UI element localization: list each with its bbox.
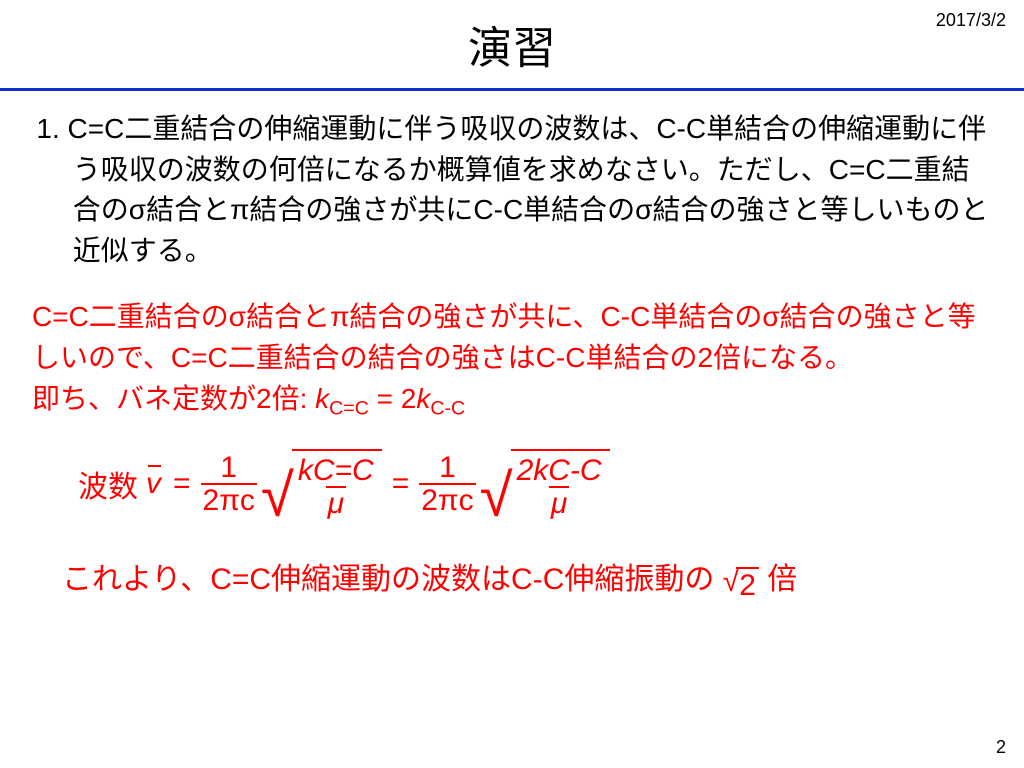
wavenumber-formula: 波数 v = 1 2πc √ kC=C μ = 1 2πc √ 2k — [28, 449, 996, 520]
page-number: 2 — [996, 737, 1006, 758]
equals-2: = — [392, 467, 410, 501]
sqrt1-k: k — [298, 454, 313, 487]
sqrt2-frac: 2kC-C μ — [517, 455, 602, 520]
radicand-1: kC=C μ — [292, 449, 382, 520]
sqrt-1: √ kC=C μ — [261, 449, 382, 520]
sqrt2-symbol: √2 — [723, 567, 759, 603]
fraction-2: 1 2πc — [419, 452, 475, 517]
wavenumber-label: 波数 — [78, 462, 138, 506]
sqrt1-sub: C=C — [313, 454, 374, 487]
k-sc-sub: C-C — [430, 397, 465, 419]
radical-2: √ — [480, 472, 513, 520]
content-area: 1. C=C二重結合の伸縮運動に伴う吸収の波数は、C-C単結合の伸縮運動に伴う吸… — [0, 91, 1024, 603]
sqrt1-frac: kC=C μ — [298, 455, 374, 520]
sqrt1-num: kC=C — [298, 455, 374, 487]
page-title: 演習 — [0, 0, 1024, 76]
sqrt1-den: μ — [326, 486, 346, 520]
k-dc-sub: C=C — [329, 397, 369, 419]
nu-bar-symbol: v — [146, 467, 161, 501]
answer-para2: 即ち、バネ定数が2倍: kC=C = 2kC-C — [32, 383, 465, 414]
sqrt2-sub: C-C — [548, 454, 601, 487]
conclusion-suffix: 倍 — [759, 563, 797, 596]
frac2-num: 1 — [439, 452, 456, 484]
sqrt-2: √ 2kC-C μ — [480, 449, 610, 520]
root-value: 2 — [736, 567, 759, 603]
radical-1: √ — [261, 472, 294, 520]
answer-para1: C=C二重結合のσ結合とπ結合の強さが共に、C-C単結合のσ結合の強さと等しいの… — [32, 297, 996, 378]
radicand-2: 2kC-C μ — [511, 449, 610, 520]
k-sc-symbol: k — [416, 383, 430, 414]
spring-prefix: 即ち、バネ定数が2倍: — [32, 383, 315, 414]
sqrt2-k: k — [533, 454, 548, 487]
conclusion-line: これより、C=C伸縮運動の波数はC-C伸縮振動の √2 倍 — [28, 554, 996, 603]
answer-block: C=C二重結合のσ結合とπ結合の強さが共に、C-C単結合のσ結合の強さと等しいの… — [28, 297, 996, 422]
sqrt2-num: 2kC-C — [517, 455, 602, 487]
question-text: 1. C=C二重結合の伸縮運動に伴う吸収の波数は、C-C単結合の伸縮運動に伴う吸… — [28, 109, 996, 271]
eq-mid: = 2 — [369, 383, 416, 414]
frac2-den: 2πc — [419, 483, 475, 517]
frac1-num: 1 — [220, 452, 237, 484]
date-label: 2017/3/2 — [936, 10, 1006, 31]
frac1-den: 2πc — [201, 483, 257, 517]
sqrt2-den: μ — [549, 486, 569, 520]
k-dc-symbol: k — [315, 383, 329, 414]
sqrt2-two: 2 — [517, 454, 534, 487]
equals-1: = — [173, 467, 191, 501]
conclusion-prefix: これより、C=C伸縮運動の波数はC-C伸縮振動の — [62, 563, 723, 596]
fraction-1: 1 2πc — [201, 452, 257, 517]
